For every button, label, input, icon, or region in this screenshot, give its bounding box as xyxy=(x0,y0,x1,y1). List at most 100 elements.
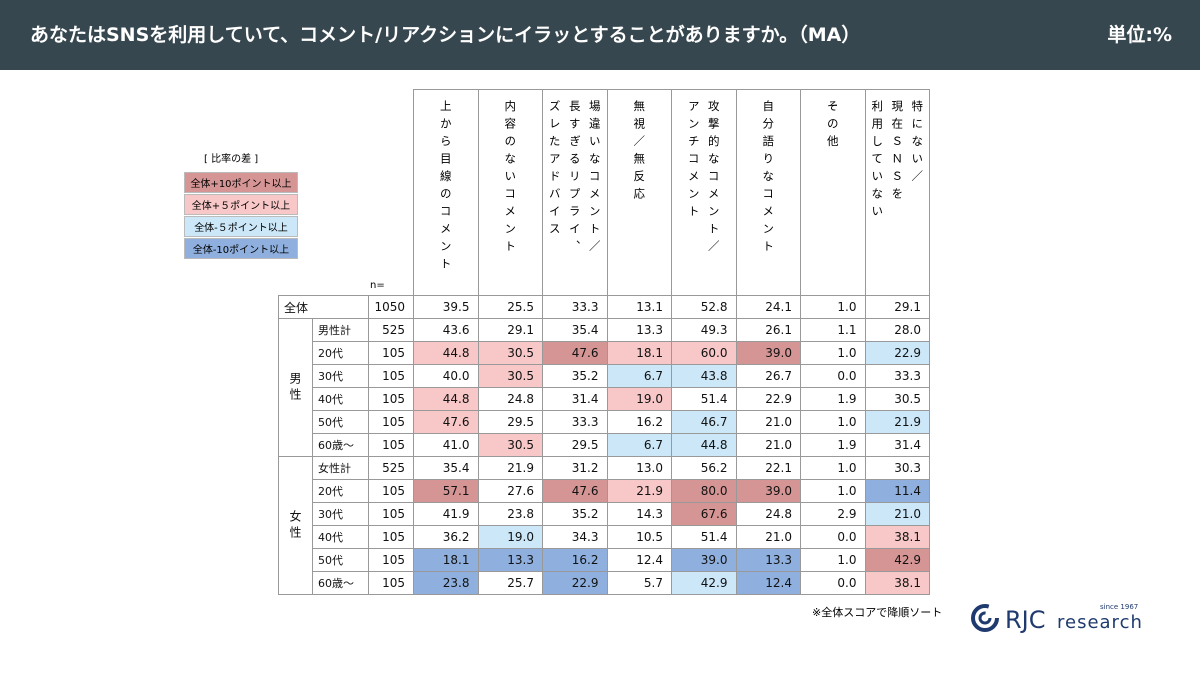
column-header-line: アンチコメント xyxy=(686,100,701,223)
value-cell: 51.4 xyxy=(671,525,737,549)
value-cell: 40.0 xyxy=(413,364,479,388)
value-cell: 24.8 xyxy=(735,502,801,526)
value-cell: 21.0 xyxy=(735,433,801,457)
value-cell: 22.1 xyxy=(735,456,801,480)
value-cell: 67.6 xyxy=(671,502,737,526)
value-cell: 29.5 xyxy=(542,433,608,457)
value-cell: 35.2 xyxy=(542,364,608,388)
logo-brand: RJC xyxy=(1005,606,1046,634)
column-header-line: 長すぎるリプライ、 xyxy=(567,100,582,258)
value-cell: 29.1 xyxy=(864,295,930,319)
n-cell: 525 xyxy=(368,456,414,480)
value-cell: 14.3 xyxy=(606,502,672,526)
row-label: 40代 xyxy=(312,525,369,549)
value-cell: 30.5 xyxy=(477,433,543,457)
value-cell: 36.2 xyxy=(413,525,479,549)
row-label: 男性計 xyxy=(312,318,369,342)
value-cell: 0.0 xyxy=(800,571,866,595)
column-header-line: 上から目線のコメント xyxy=(438,100,453,275)
value-cell: 47.6 xyxy=(413,410,479,434)
value-cell: 16.2 xyxy=(606,410,672,434)
row-label: 50代 xyxy=(312,410,369,434)
value-cell: 43.6 xyxy=(413,318,479,342)
column-header-line: 無視／無反応 xyxy=(632,100,647,205)
group-label-text: 女性 xyxy=(288,509,302,542)
value-cell: 30.5 xyxy=(477,364,543,388)
row-label: 60歳～ xyxy=(312,433,369,457)
legend-title: [ 比率の差 ] xyxy=(204,154,259,165)
value-cell: 44.8 xyxy=(671,433,737,457)
group-label: 女性 xyxy=(278,456,313,595)
value-cell: 27.6 xyxy=(477,479,543,503)
row-label: 20代 xyxy=(312,341,369,365)
value-cell: 44.8 xyxy=(413,341,479,365)
value-cell: 80.0 xyxy=(671,479,737,503)
logo-icon xyxy=(971,604,999,632)
unit: 単位:% xyxy=(1107,24,1172,46)
value-cell: 28.0 xyxy=(864,318,930,342)
column-header: 自分語りなコメント xyxy=(735,89,801,296)
column-header: 攻撃的なコメント／ アンチコメント xyxy=(671,89,737,296)
value-cell: 13.0 xyxy=(606,456,672,480)
value-cell: 0.0 xyxy=(800,525,866,549)
value-cell: 1.9 xyxy=(800,387,866,411)
value-cell: 57.1 xyxy=(413,479,479,503)
value-cell: 34.3 xyxy=(542,525,608,549)
value-cell: 31.4 xyxy=(864,433,930,457)
value-cell: 41.9 xyxy=(413,502,479,526)
value-cell: 31.4 xyxy=(542,387,608,411)
value-cell: 43.8 xyxy=(671,364,737,388)
column-header-line: 自分語りなコメント xyxy=(761,100,776,258)
value-cell: 21.9 xyxy=(864,410,930,434)
row-label: 50代 xyxy=(312,548,369,572)
value-cell: 1.0 xyxy=(800,410,866,434)
value-cell: 35.4 xyxy=(542,318,608,342)
n-cell: 105 xyxy=(368,433,414,457)
value-cell: 6.7 xyxy=(606,433,672,457)
value-cell: 21.9 xyxy=(606,479,672,503)
row-label: 60歳～ xyxy=(312,571,369,595)
column-header-line: 場違いなコメント／ xyxy=(587,100,602,258)
row-label: 20代 xyxy=(312,479,369,503)
group-label: 男性 xyxy=(278,318,313,457)
value-cell: 12.4 xyxy=(735,571,801,595)
row-label: 女性計 xyxy=(312,456,369,480)
logo-since: since 1967 xyxy=(1100,603,1139,611)
value-cell: 21.9 xyxy=(477,456,543,480)
value-cell: 21.0 xyxy=(735,410,801,434)
value-cell: 24.8 xyxy=(477,387,543,411)
column-header: 内容のないコメント xyxy=(477,89,543,296)
value-cell: 33.3 xyxy=(542,295,608,319)
value-cell: 0.0 xyxy=(800,364,866,388)
column-header: 無視／無反応 xyxy=(606,89,672,296)
value-cell: 1.0 xyxy=(800,295,866,319)
column-header-line: 特にない／ xyxy=(910,100,925,188)
value-cell: 30.5 xyxy=(477,341,543,365)
n-cell: 105 xyxy=(368,479,414,503)
row-label: 全体 xyxy=(278,295,369,319)
n-cell: 1050 xyxy=(368,295,414,319)
value-cell: 18.1 xyxy=(606,341,672,365)
column-header-line: 現在ＳＮＳを xyxy=(890,100,905,205)
header-bar xyxy=(0,0,1200,70)
value-cell: 5.7 xyxy=(606,571,672,595)
value-cell: 39.0 xyxy=(671,548,737,572)
value-cell: 30.5 xyxy=(864,387,930,411)
value-cell: 13.1 xyxy=(606,295,672,319)
value-cell: 1.0 xyxy=(800,548,866,572)
value-cell: 33.3 xyxy=(864,364,930,388)
value-cell: 33.3 xyxy=(542,410,608,434)
value-cell: 42.9 xyxy=(671,571,737,595)
note: ※全体スコアで降順ソート xyxy=(812,606,943,619)
value-cell: 39.0 xyxy=(735,341,801,365)
value-cell: 30.3 xyxy=(864,456,930,480)
value-cell: 24.1 xyxy=(735,295,801,319)
value-cell: 11.4 xyxy=(864,479,930,503)
value-cell: 39.5 xyxy=(413,295,479,319)
value-cell: 38.1 xyxy=(864,571,930,595)
column-header: 場違いなコメント／ 長すぎるリプライ、 ズレたアドバイス xyxy=(542,89,608,296)
value-cell: 38.1 xyxy=(864,525,930,549)
column-header-line: 利用していない xyxy=(870,100,885,223)
value-cell: 51.4 xyxy=(671,387,737,411)
